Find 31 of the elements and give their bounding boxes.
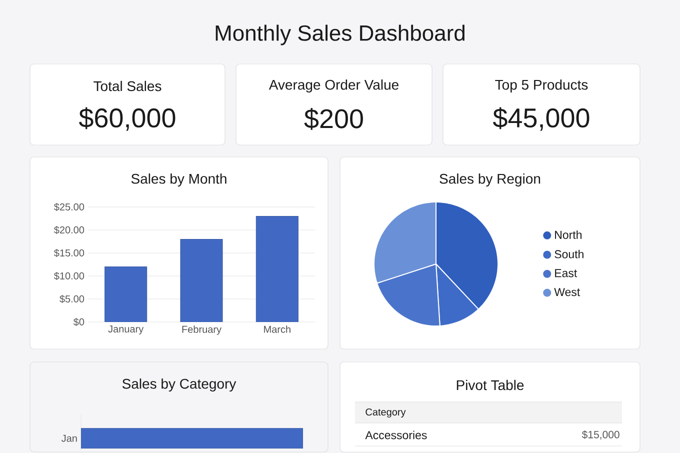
text: Total Sales bbox=[94, 80, 162, 92]
x-tick-label: February bbox=[182, 326, 222, 335]
x-tick-label: March bbox=[264, 326, 290, 333]
text: Monthly Sales Dashboard bbox=[216, 24, 464, 46]
y-tick-label: $25.00 bbox=[54, 202, 84, 212]
y-tick-label: $0 bbox=[73, 318, 84, 326]
y-tick-label: $15.00 bbox=[54, 248, 84, 258]
text: $15,000 bbox=[582, 430, 620, 440]
text: Pivot Table bbox=[456, 380, 524, 390]
y-tick-label: $20.00 bbox=[54, 226, 84, 234]
x-tick-label: January bbox=[108, 326, 144, 334]
text: Average Order Value bbox=[268, 79, 398, 93]
bar bbox=[104, 266, 148, 322]
bar bbox=[180, 238, 223, 322]
y-tick-label: Jan bbox=[62, 434, 77, 442]
text: Category bbox=[366, 408, 406, 418]
text: Top 5 Products bbox=[495, 79, 588, 93]
text: $45,000 bbox=[492, 107, 590, 131]
chart-title: Sales by Category bbox=[122, 378, 236, 392]
y-tick-label: $5.00 bbox=[60, 294, 84, 304]
legend-label: West bbox=[554, 288, 580, 296]
text: $60,000 bbox=[78, 107, 176, 131]
text: Accessories bbox=[365, 430, 427, 440]
y-tick-label: $10.00 bbox=[54, 272, 84, 280]
chart-title: Sales by Month bbox=[131, 173, 226, 187]
bar bbox=[256, 216, 298, 322]
legend-label: East bbox=[555, 269, 578, 278]
legend-label: North bbox=[555, 230, 582, 239]
chart-title: Sales by Region bbox=[440, 173, 540, 187]
legend-label: South bbox=[554, 250, 584, 258]
text: $200 bbox=[304, 108, 363, 130]
